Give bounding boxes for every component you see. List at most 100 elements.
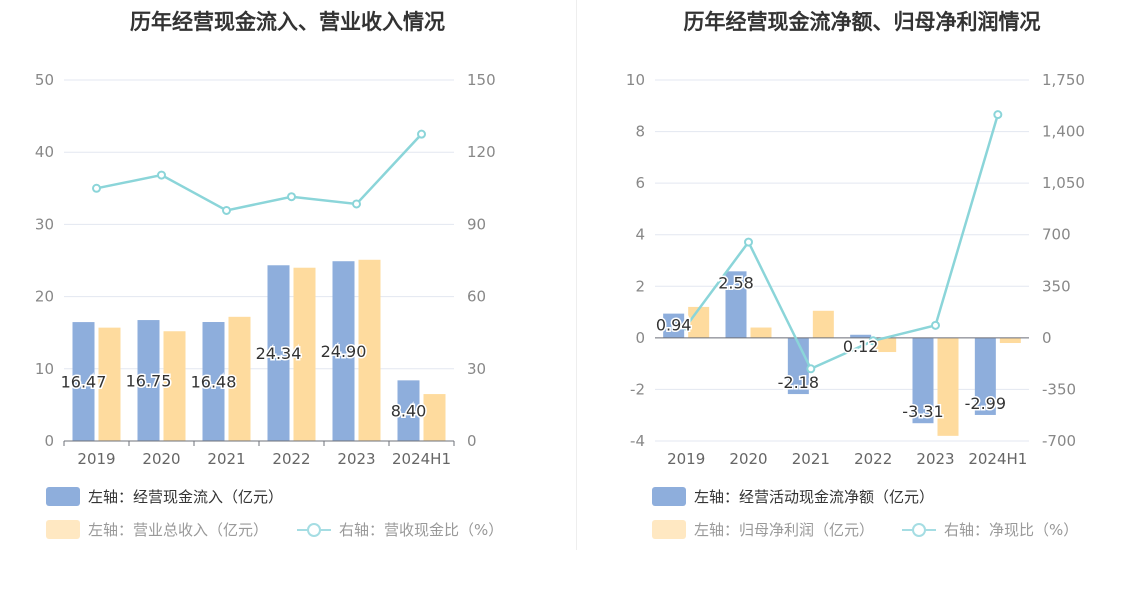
bar-primary: [725, 271, 747, 338]
legend-swatch-bar-yellow: [652, 520, 686, 539]
line-point: [681, 321, 691, 331]
data-label: 24.90: [321, 342, 367, 361]
x-tick-label: 2022: [272, 450, 310, 468]
y-right-tick-label: 30: [467, 360, 486, 378]
x-tick-label: 2023: [916, 450, 954, 468]
chart-right-plot: -4 -2 0 2 4 6 8 10 -700 -350 0 350 700 1,050 1,400 1,75…: [626, 71, 1085, 468]
bar-secondary: [358, 259, 381, 441]
y-right-tick-label: 0: [1042, 329, 1052, 347]
line-point: [92, 183, 101, 193]
legend-item-net-profit[interactable]: 左轴：归母净利润（亿元）: [652, 519, 874, 540]
bar-secondary: [163, 331, 186, 441]
bar-primary: [72, 322, 95, 441]
data-label: 0.12: [843, 337, 879, 356]
bar-secondary: [812, 310, 834, 338]
bar-secondary: [423, 394, 446, 441]
legend-line-marker-icon: [902, 520, 936, 539]
line-point: [287, 192, 296, 202]
line-point: [744, 237, 753, 247]
legend-label: 左轴：经营现金流入（亿元）: [88, 488, 284, 506]
line-point: [806, 364, 816, 374]
y-left-tick-label: 4: [635, 226, 645, 244]
line-point: [222, 205, 231, 215]
y-left-tick-label: 10: [626, 71, 645, 89]
y-right-tick-label: 90: [467, 215, 486, 233]
legend-label: 右轴：净现比（%）: [944, 521, 1079, 539]
legend-item-cash-inflow[interactable]: 左轴：经营现金流入（亿元）: [46, 486, 283, 507]
bar-secondary: [293, 267, 316, 441]
legend-label: 左轴：归母净利润（亿元）: [694, 521, 875, 539]
bar-secondary: [750, 327, 772, 338]
legend-label: 左轴：经营活动现金流净额（亿元）: [694, 488, 935, 506]
legend-label: 左轴：营业总收入（亿元）: [88, 521, 269, 539]
x-tick-label: 2022: [854, 450, 892, 468]
data-label: 16.47: [61, 373, 107, 392]
bar-primary: [663, 313, 685, 338]
legend-item-net-cash-flow[interactable]: 左轴：经营活动现金流净额（亿元）: [652, 486, 934, 507]
bar-primary: [850, 334, 872, 338]
bar-primary: [912, 337, 934, 424]
bar-secondary: [875, 337, 897, 353]
chart-title: 历年经营现金流净额、归母净利润情况: [683, 10, 1041, 34]
data-label: -3.31: [902, 402, 943, 421]
legend-item-ratio[interactable]: 右轴：营收现金比（%）: [297, 519, 503, 540]
bar-secondary: [98, 327, 121, 441]
y-right-tick-label: -350: [1042, 380, 1076, 398]
y-left-tick-label: -2: [630, 380, 645, 398]
y-left-tick-label: 10: [35, 360, 54, 378]
x-tick-label: 2023: [337, 450, 375, 468]
line-point: [868, 336, 878, 346]
y-right-tick-label: 60: [467, 288, 486, 306]
line-series: [685, 114, 1000, 371]
legend-swatch-bar-yellow: [46, 520, 80, 539]
data-label: -2.18: [778, 373, 819, 392]
bar-primary: [397, 380, 420, 441]
panel-divider: [576, 0, 577, 550]
x-tick-label: 2019: [77, 450, 115, 468]
line-point: [157, 170, 166, 180]
x-tick-label: 2020: [729, 450, 767, 468]
legend-label: 右轴：营收现金比（%）: [339, 521, 504, 539]
y-right-tick-label: 120: [467, 143, 496, 161]
chart-panel-left: 历年经营现金流入、营业收入情况 0 10 20 30 40 50 0 30 60 90 120 150…: [0, 0, 575, 560]
data-label: 24.34: [256, 344, 302, 363]
y-left-tick-label: 0: [44, 432, 54, 450]
line-point: [352, 199, 361, 209]
data-label: 16.75: [126, 372, 172, 391]
data-label: 8.40: [391, 402, 427, 421]
line-series: [96, 133, 423, 212]
x-tick-label: 2020: [142, 450, 180, 468]
bar-primary: [974, 337, 996, 415]
line-point: [931, 320, 940, 330]
legend-item-revenue[interactable]: 左轴：营业总收入（亿元）: [46, 519, 268, 540]
y-right-tick-label: 150: [467, 71, 496, 89]
y-left-tick-label: 20: [35, 288, 54, 306]
legend-swatch-bar-blue: [46, 487, 80, 506]
legend-item-net-cash-ratio[interactable]: 右轴：净现比（%）: [902, 519, 1078, 540]
y-right-tick-label: -700: [1042, 432, 1076, 450]
bar-secondary: [937, 337, 959, 436]
y-left-tick-label: 8: [635, 123, 645, 141]
y-left-tick-label: 50: [35, 71, 54, 89]
x-tick-label: 2024H1: [392, 450, 451, 468]
bar-primary: [267, 265, 290, 441]
y-left-tick-label: 30: [35, 215, 54, 233]
y-right-tick-label: 1,750: [1042, 71, 1085, 89]
y-left-tick-label: 6: [635, 174, 645, 192]
legend-line-marker-icon: [297, 520, 331, 539]
bar-primary: [137, 320, 160, 441]
bar-primary: [202, 322, 225, 441]
x-tick-label: 2021: [207, 450, 245, 468]
x-tick-label: 2024H1: [968, 450, 1027, 468]
chart-panel-right: 历年经营现金流净额、归母净利润情况 -4 -2 0 2 4 6 8 10 -700 -350 0 35…: [577, 0, 1147, 560]
data-label: 2.58: [718, 273, 754, 292]
data-label: 0.94: [656, 316, 692, 335]
line-point: [993, 110, 1003, 120]
y-left-tick-label: 2: [635, 277, 645, 295]
y-left-tick-label: 0: [635, 329, 645, 347]
legend-swatch-bar-blue: [652, 487, 686, 506]
y-right-tick-label: 1,050: [1042, 174, 1085, 192]
y-right-tick-label: 0: [467, 432, 477, 450]
y-left-tick-label: -4: [630, 432, 645, 450]
x-tick-label: 2019: [667, 450, 705, 468]
